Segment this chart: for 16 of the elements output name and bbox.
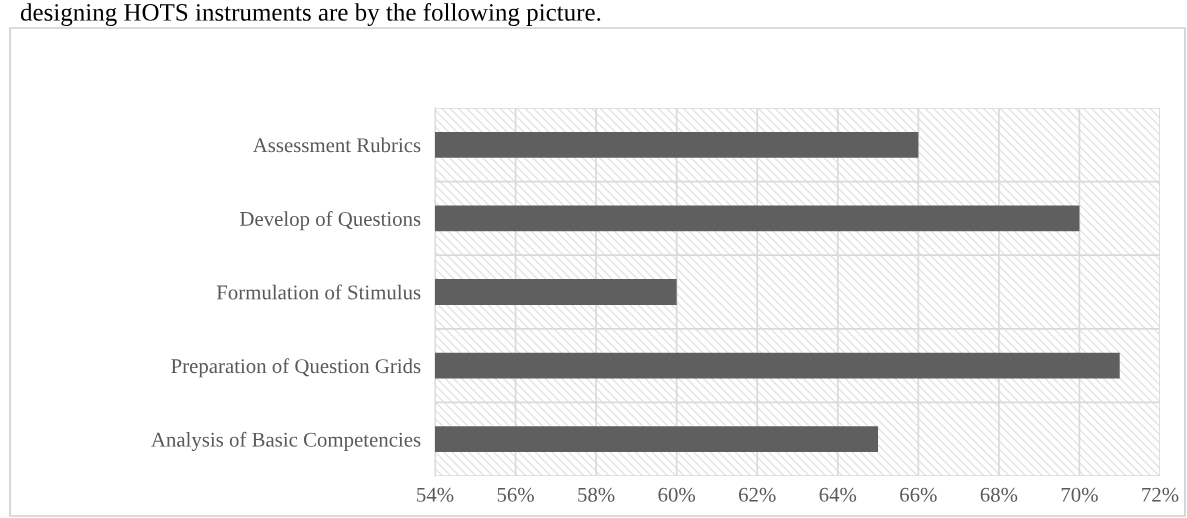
y-tick-label: Preparation of Question Grids xyxy=(171,358,421,378)
x-tick-label: 58% xyxy=(578,487,615,502)
x-tick-label: 72% xyxy=(1142,487,1179,502)
x-tick-label: 66% xyxy=(900,487,937,502)
y-tick-label: Analysis of Basic Competencies xyxy=(151,431,421,452)
x-tick-label: 54% xyxy=(417,487,454,502)
x-tick-label: 70% xyxy=(1061,487,1098,502)
x-tick-label: 56% xyxy=(497,487,534,502)
x-tick-label: 62% xyxy=(739,487,776,502)
text: designing HOTS instruments are by the following picture. xyxy=(20,3,601,26)
y-tick-label: Assessment Rubrics xyxy=(252,137,421,153)
x-tick-label: 68% xyxy=(980,487,1018,502)
y-tick-label: Develop of Questions xyxy=(240,211,421,231)
y-tick-label: Formulation of Stimulus xyxy=(216,284,421,300)
x-tick-label: 60% xyxy=(658,487,696,502)
x-tick-label: 64% xyxy=(819,487,857,502)
